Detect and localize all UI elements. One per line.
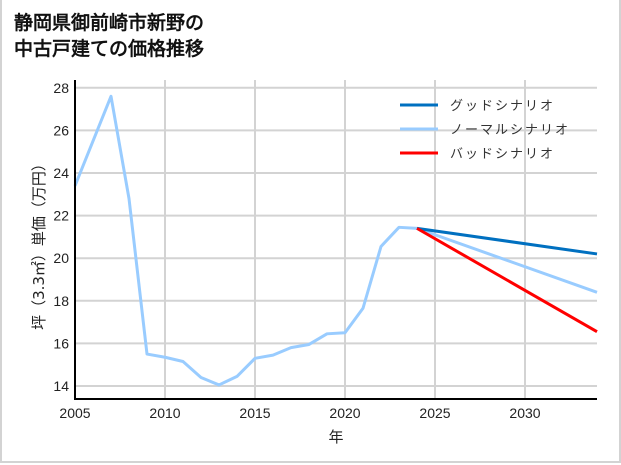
data-lines xyxy=(73,94,598,387)
title-line-1: 静岡県御前崎市新野の xyxy=(14,12,205,34)
y-tick-label: 16 xyxy=(53,335,69,351)
y-tick-label: 22 xyxy=(53,208,69,224)
x-tick-label: 2020 xyxy=(329,405,360,421)
legend-label: ノーマルシナリオ xyxy=(450,123,570,138)
gridlines xyxy=(75,80,597,399)
y-axis-label: 坪（3.3㎡）単価（万円） xyxy=(30,156,48,330)
x-tick-label: 2005 xyxy=(59,405,90,421)
y-tick-label: 26 xyxy=(53,122,69,138)
axes xyxy=(74,80,597,400)
y-tick-label: 24 xyxy=(53,165,69,181)
legend-label: グッドシナリオ xyxy=(450,99,555,114)
tick-labels: 14 16 18 20 22 24 26 28 2005 2010 2015 2020 2025 2030 xyxy=(53,80,540,421)
x-tick-label: 2025 xyxy=(419,405,450,421)
series-line-2 xyxy=(416,227,598,333)
legend-label: バッドシナリオ xyxy=(450,147,555,162)
x-tick-label: 2030 xyxy=(509,405,540,421)
y-tick-label: 28 xyxy=(53,80,69,96)
x-axis-label: 年 xyxy=(328,428,343,446)
y-tick-label: 20 xyxy=(53,250,69,266)
x-tick-label: 2015 xyxy=(239,405,270,421)
title-line-2: 中古戸建ての価格推移 xyxy=(14,38,205,60)
y-tick-label: 14 xyxy=(53,378,69,394)
series-line-0 xyxy=(416,226,598,256)
chart-title: 静岡県御前崎市新野の 中古戸建ての価格推移 xyxy=(14,10,204,62)
series-line-1 xyxy=(73,94,598,387)
x-tick-label: 2010 xyxy=(149,405,180,421)
y-tick-label: 18 xyxy=(53,293,69,309)
